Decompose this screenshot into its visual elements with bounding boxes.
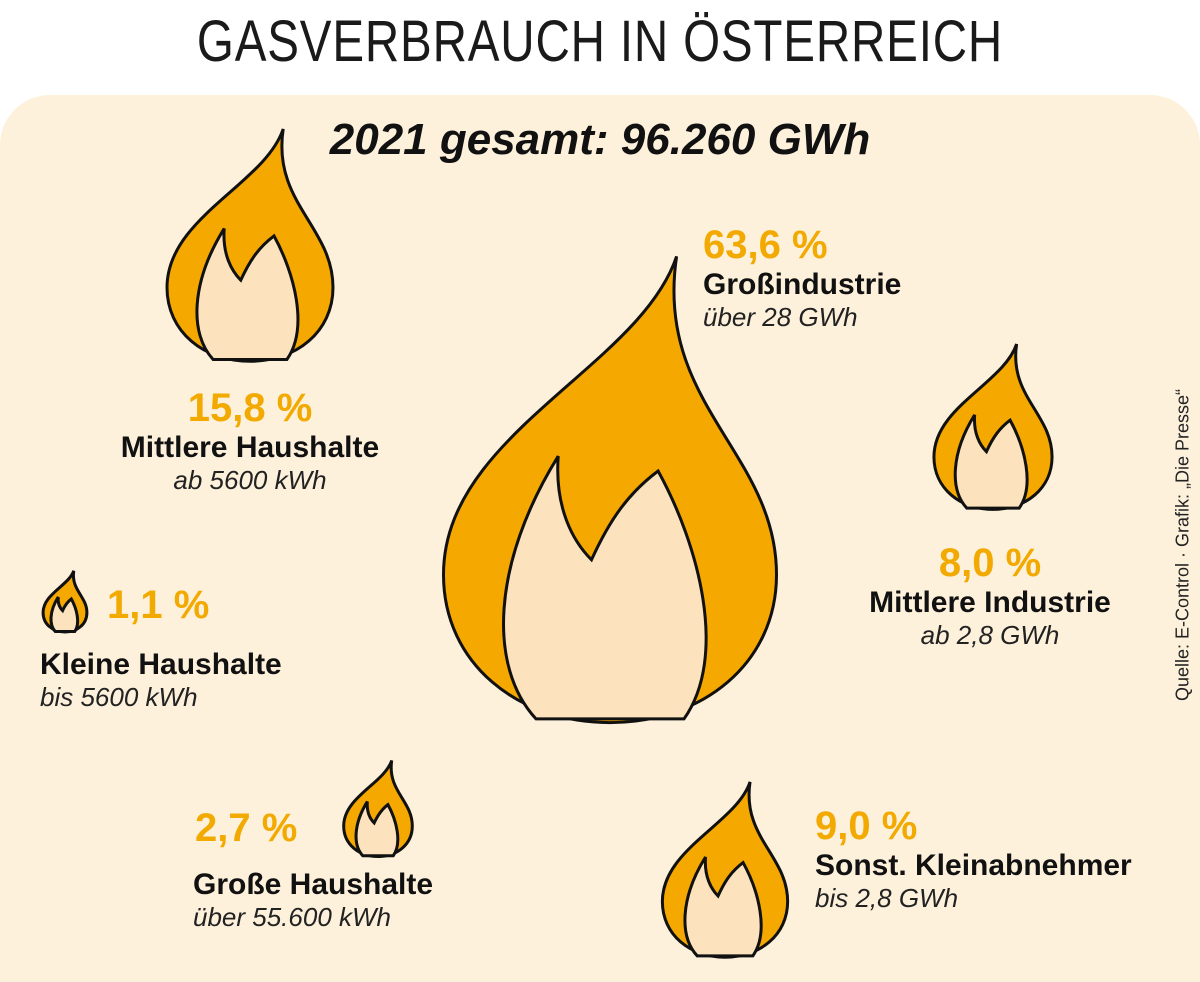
flame-großindustrie: [441, 255, 779, 725]
flame-inner: [683, 856, 763, 958]
category-range: ab 5600 kWh: [173, 464, 327, 495]
category-name: Sonst. Kleinabnehmer: [815, 849, 1132, 882]
category-name: Kleine Haushalte: [40, 648, 282, 681]
flame-große-haushalte: [342, 759, 414, 858]
flame-kleine-haushalte: [41, 570, 89, 634]
flame-mittlere-industrie: [932, 343, 1054, 511]
label-grosse-haushalte: Große Haushalte über 55.600 kWh: [193, 868, 433, 932]
category-name: Mittlere Haushalte: [120, 431, 380, 464]
percent-label: 9,0 %: [815, 804, 918, 848]
category-range: ab 2,8 GWh: [920, 619, 1060, 650]
category-range: über 28 GWh: [703, 301, 858, 332]
flame-inner: [953, 414, 1029, 510]
percent-label: 15,8 %: [187, 386, 313, 430]
label-mittlere-industrie: 8,0 % Mittlere Industrie ab 2,8 GWh: [840, 540, 1140, 650]
percent-label: 8,0 %: [938, 541, 1042, 585]
category-range: bis 2,8 GWh: [815, 882, 959, 913]
percent-label: 63,6 %: [703, 223, 828, 267]
flame-mittlere-haushalte: [165, 128, 335, 363]
source-credit: Quelle: E-Control · Grafik: „Die Presse“: [1172, 388, 1193, 702]
label-grosse-haushalte-pct: 2,7 %: [195, 805, 297, 851]
flame-inner: [354, 800, 400, 858]
label-kleine-haushalte: Kleine Haushalte bis 5600 kWh: [40, 648, 282, 712]
page-title: GASVERBRAUCH IN ÖSTERREICH: [196, 9, 1004, 74]
flame-inner: [49, 596, 80, 634]
flame-sonst-kleinabnehmer: [660, 781, 790, 959]
category-range: bis 5600 kWh: [40, 681, 198, 712]
flame-inner: [502, 455, 708, 721]
label-grossindustrie: 63,6 % Großindustrie über 28 GWh: [703, 222, 901, 332]
label-sonst-kleinabnehmer: 9,0 % Sonst. Kleinabnehmer bis 2,8 GWh: [815, 803, 1132, 913]
label-mittlere-haushalte: 15,8 % Mittlere Haushalte ab 5600 kWh: [100, 385, 400, 495]
category-name: Große Haushalte: [193, 868, 434, 901]
percent-label: 1,1 %: [107, 583, 210, 627]
category-range: über 55.600 kWh: [193, 901, 392, 932]
category-name: Mittlere Industrie: [869, 586, 1111, 619]
flame-inner: [195, 227, 300, 361]
category-name: Großindustrie: [703, 268, 902, 301]
chart-title: 2021 gesamt: 96.260 GWh: [329, 115, 871, 164]
label-kleine-haushalte-pct: 1,1 %: [107, 582, 209, 628]
percent-label: 2,7 %: [195, 806, 298, 850]
